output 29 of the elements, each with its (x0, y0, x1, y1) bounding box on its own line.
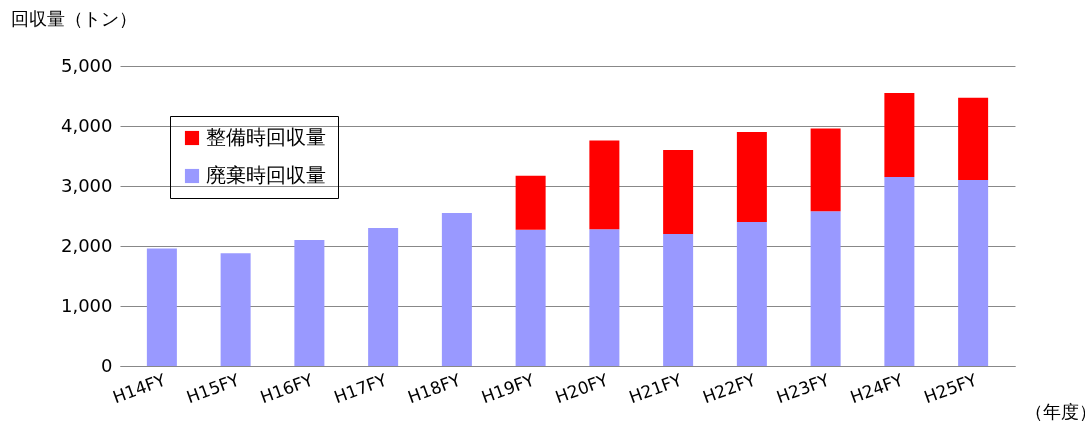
bar (220, 253, 251, 366)
y-axis-title: 回収量（トン） (10, 7, 137, 29)
bar (515, 229, 546, 366)
y-tick-label: 1,000 (60, 294, 113, 316)
y-tick-label: 0 (101, 354, 113, 376)
bar (958, 180, 989, 366)
bar (884, 93, 915, 177)
y-tick-label: 3,000 (60, 174, 113, 196)
bar (736, 132, 767, 222)
bar (441, 213, 472, 366)
bar (810, 211, 841, 366)
text: （年度） (1025, 401, 1085, 422)
y-tick-label: 4,000 (60, 114, 113, 136)
bar (884, 177, 915, 366)
bar (663, 150, 694, 234)
bar (368, 228, 399, 366)
bar (515, 175, 546, 230)
y-tick-label: 5,000 (60, 54, 113, 76)
bar (589, 140, 620, 230)
bar (663, 234, 694, 366)
y-tick-label: 2,000 (60, 234, 113, 256)
bar (958, 97, 989, 180)
bar (736, 222, 767, 366)
bar (294, 240, 325, 366)
legend-label: 整備時回収量 (206, 125, 326, 149)
bar (810, 128, 841, 212)
bar (589, 229, 620, 366)
bar (146, 248, 177, 366)
legend-label: 廃棄時回収量 (206, 163, 326, 187)
